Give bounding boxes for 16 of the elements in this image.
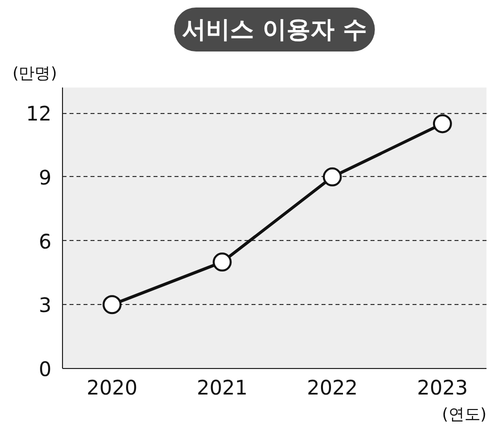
y-tick-label: 0 xyxy=(38,357,52,381)
x-tick-label: 2023 xyxy=(417,376,468,400)
x-axis-title: (연도) xyxy=(442,404,486,424)
y-tick-label: 12 xyxy=(26,102,52,126)
point xyxy=(322,167,342,186)
x-tick-label: 2022 xyxy=(306,376,358,400)
y-tick-label: 3 xyxy=(38,293,52,318)
point xyxy=(102,295,122,314)
x-tick-label: 2020 xyxy=(86,376,138,400)
point xyxy=(432,114,452,134)
chart-title: 서비스 이용자 수 xyxy=(182,16,367,44)
point xyxy=(212,252,232,272)
y-axis-title: (만명) xyxy=(12,64,57,82)
y-tick-label: 6 xyxy=(38,229,52,254)
y-tick-label: 9 xyxy=(38,165,52,190)
x-tick-label: 2021 xyxy=(196,376,248,400)
